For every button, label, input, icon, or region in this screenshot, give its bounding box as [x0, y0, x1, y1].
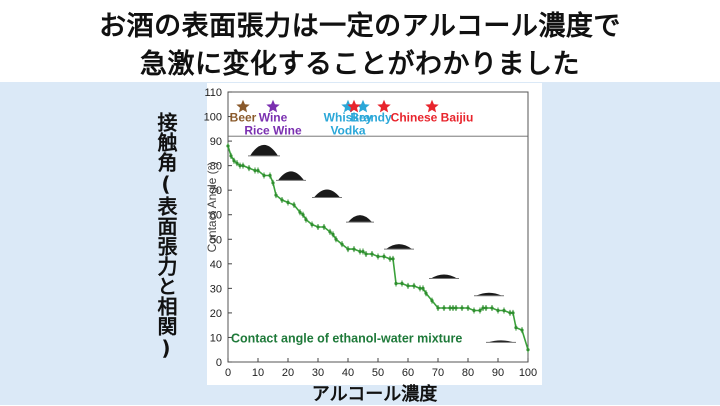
headline-line-2: 急激に変化することがわかりました: [140, 49, 580, 80]
headline-band: [0, 0, 720, 82]
side-label: 接触角(表面張力と相関): [154, 112, 178, 360]
headline-line-1: お酒の表面張力は一定のアルコール濃度で: [99, 11, 621, 42]
x-axis-label: アルコール濃度: [311, 384, 438, 405]
chart-box: [207, 83, 542, 385]
